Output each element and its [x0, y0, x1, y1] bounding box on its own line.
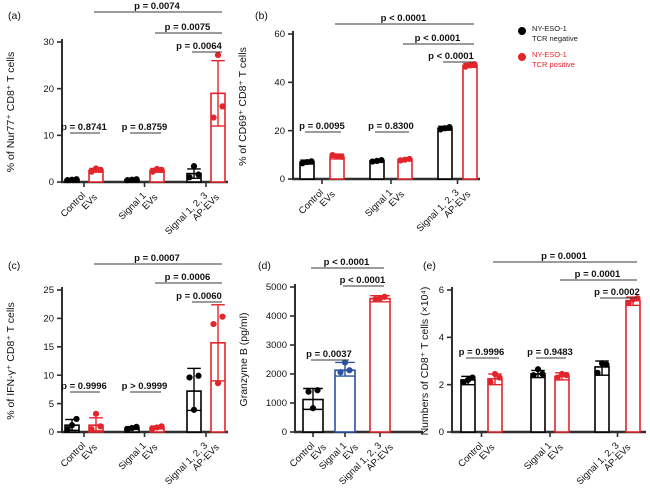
legend-line1: NY-ESO-1 — [532, 50, 567, 59]
svg-text:p = 0.0060: p = 0.0060 — [176, 291, 222, 302]
svg-text:% of Nur77⁺ CD8⁺ T cells: % of Nur77⁺ CD8⁺ T cells — [5, 52, 17, 172]
legend-label-tcr-negative: NY-ESO-1 TCR negative — [532, 24, 578, 43]
legend-line2: TCR positive — [532, 59, 575, 69]
svg-text:p > 0.9999: p > 0.9999 — [122, 381, 168, 392]
svg-text:p = 0.0007: p = 0.0007 — [134, 253, 180, 264]
svg-text:p < 0.0001: p < 0.0001 — [324, 257, 370, 268]
svg-text:p = 0.0095: p = 0.0095 — [299, 121, 345, 132]
svg-text:p = 0.0001: p = 0.0001 — [541, 251, 587, 262]
svg-text:4000: 4000 — [266, 311, 287, 322]
svg-text:p < 0.0001: p < 0.0001 — [428, 51, 474, 62]
svg-text:10: 10 — [43, 131, 54, 142]
legend: NY-ESO-1 TCR negative NY-ESO-1 TCR posit… — [518, 24, 578, 69]
tcr-positive-dot-icon — [518, 53, 526, 61]
svg-text:0: 0 — [49, 177, 54, 188]
svg-text:p = 0.9996: p = 0.9996 — [61, 381, 107, 392]
svg-text:p < 0.0001: p < 0.0001 — [340, 275, 386, 286]
svg-text:p = 0.8300: p = 0.8300 — [368, 121, 414, 132]
svg-text:p = 0.0074: p = 0.0074 — [134, 1, 180, 12]
svg-text:60: 60 — [274, 29, 285, 40]
legend-line2: TCR negative — [532, 33, 578, 43]
svg-text:p = 0.0064: p = 0.0064 — [176, 41, 222, 52]
panel-d-chart: (d)010002000300040005000ControlEVsSignal… — [238, 257, 423, 487]
svg-text:4: 4 — [439, 333, 444, 344]
legend-item-tcr-positive: NY-ESO-1 TCR positive — [518, 50, 578, 69]
svg-text:p < 0.0001: p < 0.0001 — [381, 13, 427, 24]
legend-label-tcr-positive: NY-ESO-1 TCR positive — [532, 50, 575, 69]
svg-text:0: 0 — [49, 427, 54, 438]
svg-text:(a): (a) — [8, 10, 21, 22]
svg-text:10: 10 — [43, 370, 54, 381]
svg-text:p = 0.0037: p = 0.0037 — [306, 349, 352, 360]
svg-text:Granzyme B (pg/ml): Granzyme B (pg/ml) — [238, 313, 250, 407]
svg-text:25: 25 — [43, 285, 54, 296]
svg-text:2000: 2000 — [266, 369, 287, 380]
svg-text:p = 0.8759: p = 0.8759 — [122, 122, 168, 133]
svg-text:5: 5 — [49, 399, 54, 410]
svg-text:(e): (e) — [423, 260, 436, 272]
svg-text:% of IFN-γ⁺ CD8⁺ T cells: % of IFN-γ⁺ CD8⁺ T cells — [5, 302, 17, 419]
legend-line1: NY-ESO-1 — [532, 24, 567, 33]
svg-text:p = 0.0075: p = 0.0075 — [165, 22, 211, 33]
svg-text:20: 20 — [274, 126, 285, 137]
svg-text:20: 20 — [43, 314, 54, 325]
svg-text:0: 0 — [280, 174, 285, 185]
svg-text:5000: 5000 — [266, 282, 287, 293]
svg-text:p = 0.0002: p = 0.0002 — [594, 287, 640, 298]
svg-text:20: 20 — [43, 84, 54, 95]
svg-text:6: 6 — [439, 285, 444, 296]
svg-text:(b): (b) — [255, 10, 268, 22]
svg-text:(d): (d) — [258, 260, 271, 272]
svg-text:Numbers of CD8⁺ T cells (×10⁴): Numbers of CD8⁺ T cells (×10⁴) — [419, 287, 431, 436]
svg-text:0: 0 — [282, 427, 287, 438]
svg-text:% of CD69⁺ CD8⁺ T cells: % of CD69⁺ CD8⁺ T cells — [237, 47, 249, 166]
svg-text:p = 0.0001: p = 0.0001 — [575, 269, 621, 280]
svg-text:0: 0 — [439, 427, 444, 438]
legend-item-tcr-negative: NY-ESO-1 TCR negative — [518, 24, 578, 43]
svg-text:p = 0.9483: p = 0.9483 — [527, 347, 573, 358]
svg-text:40: 40 — [274, 78, 285, 89]
svg-text:3000: 3000 — [266, 340, 287, 351]
svg-text:p < 0.0001: p < 0.0001 — [415, 33, 461, 44]
svg-text:1000: 1000 — [266, 398, 287, 409]
svg-text:2: 2 — [439, 380, 444, 391]
svg-text:30: 30 — [43, 37, 54, 48]
svg-text:p = 0.8741: p = 0.8741 — [61, 122, 107, 133]
svg-text:15: 15 — [43, 342, 54, 353]
svg-text:p = 0.0006: p = 0.0006 — [165, 272, 211, 283]
svg-text:(c): (c) — [8, 260, 20, 272]
tcr-negative-dot-icon — [518, 27, 526, 35]
svg-text:p = 0.9996: p = 0.9996 — [459, 347, 505, 358]
